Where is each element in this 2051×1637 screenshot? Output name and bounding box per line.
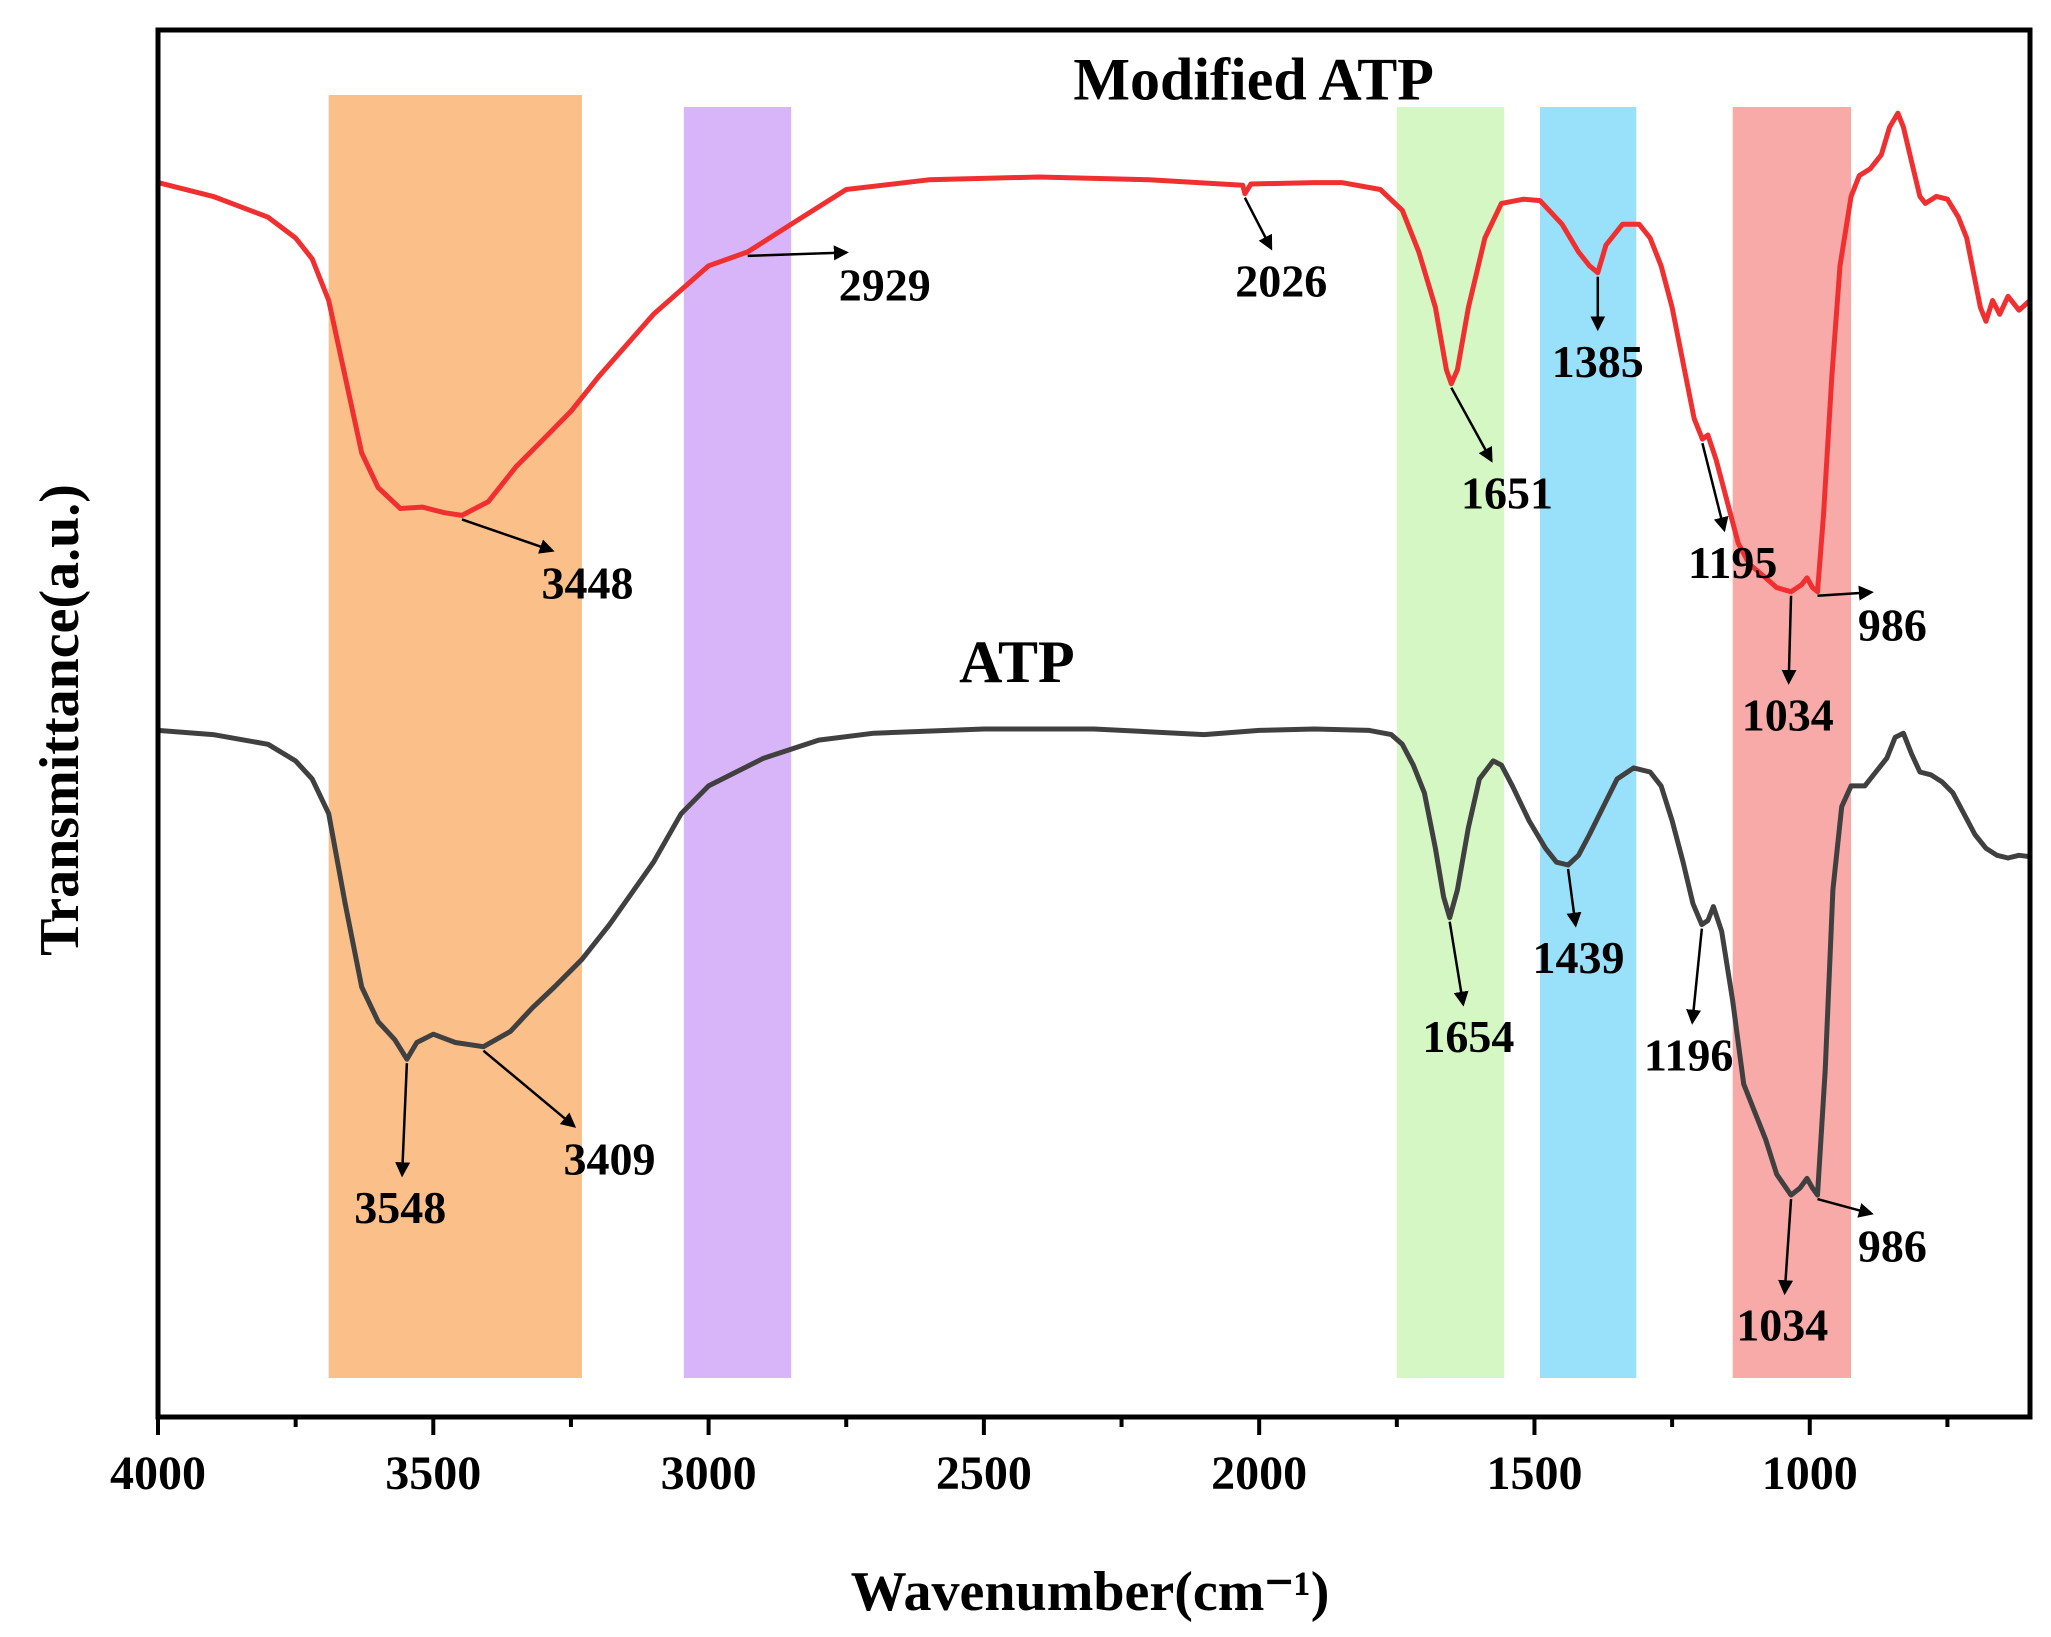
band-4	[1732, 107, 1852, 1378]
peak-label: 3448	[541, 558, 633, 609]
peak-label: 2929	[839, 259, 931, 310]
peak-label: 986	[1858, 599, 1927, 650]
series-name-label: ATP	[959, 629, 1075, 695]
x-tick-label: 3500	[385, 1447, 481, 1500]
peak-annotations: 3448 2929 2026 1651 1385 1195 1034 986 3548 3409 1…	[354, 197, 1927, 1351]
highlight-bands	[328, 95, 1852, 1378]
series-line-1	[157, 726, 2031, 1198]
band-0	[328, 95, 582, 1378]
peak-label: 986	[1858, 1221, 1927, 1272]
peak-label: 3409	[563, 1133, 655, 1184]
peak-label: 1651	[1461, 468, 1553, 519]
peak-label: 2026	[1235, 255, 1327, 306]
peak-label: 1195	[1688, 537, 1777, 588]
x-tick-label: 3000	[661, 1447, 757, 1500]
x-tick-label: 4000	[110, 1447, 206, 1500]
peak-arrow	[1701, 442, 1729, 533]
x-tick-label: 1000	[1762, 1447, 1858, 1500]
peak-arrow	[1243, 197, 1273, 251]
x-tick-label: 2000	[1211, 1447, 1307, 1500]
peak-arrow	[1778, 1198, 1794, 1296]
peak-arrow	[1450, 387, 1493, 463]
x-axis-ticks: 4000 3500 3000 2500 2000 1500 1000	[110, 1417, 1950, 1500]
peak-arrow	[395, 1063, 411, 1178]
x-axis-title: Wavenumber(cm⁻¹)	[851, 1561, 1330, 1623]
y-axis-title: Transmittance(a.u.)	[29, 484, 91, 956]
plot-frame	[155, 27, 2033, 1420]
x-tick-label: 1500	[1486, 1447, 1582, 1500]
peak-label: 1034	[1742, 689, 1834, 740]
peak-arrow	[1781, 595, 1797, 685]
peak-arrow	[482, 1049, 577, 1128]
peak-label: 3548	[354, 1182, 446, 1233]
band-2	[1396, 107, 1505, 1378]
peak-label: 1385	[1552, 336, 1644, 387]
peak-arrow	[1448, 921, 1469, 1007]
peak-arrow	[1817, 585, 1874, 601]
series-line-0	[157, 110, 2032, 595]
peak-arrow	[1686, 928, 1704, 1025]
series-labels: Modified ATP ATP	[959, 46, 1434, 695]
peak-label: 1196	[1644, 1029, 1733, 1080]
x-tick-label: 2500	[936, 1447, 1032, 1500]
peak-label: 1034	[1736, 1300, 1828, 1351]
series-name-label: Modified ATP	[1073, 46, 1434, 112]
peak-arrow	[747, 245, 849, 261]
peak-arrow	[1817, 1197, 1874, 1218]
band-1	[683, 107, 792, 1378]
peak-label: 1654	[1422, 1011, 1514, 1062]
peak-label: 1439	[1533, 932, 1625, 983]
peak-arrow	[461, 518, 555, 554]
band-3	[1539, 107, 1637, 1378]
peak-arrow	[1566, 868, 1582, 928]
